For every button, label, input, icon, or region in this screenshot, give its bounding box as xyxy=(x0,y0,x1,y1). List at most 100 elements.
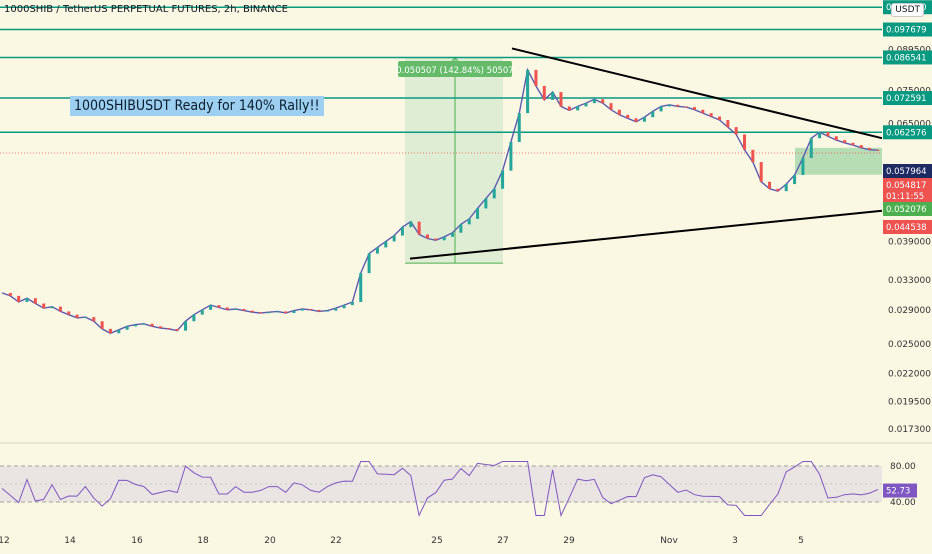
price-tick-label: 0.022000 xyxy=(888,370,931,380)
price-candle xyxy=(659,106,663,112)
price-candle xyxy=(275,311,279,313)
price-candle xyxy=(651,111,655,118)
price-candle xyxy=(851,142,855,146)
x-tick-label: 27 xyxy=(497,536,508,546)
price-tick-label: 0.065000 xyxy=(888,120,931,130)
price-candle xyxy=(317,309,321,312)
price-candle xyxy=(209,305,213,310)
measure-box xyxy=(405,57,503,264)
price-candle xyxy=(876,149,880,151)
current-price-tag-bg xyxy=(883,178,932,202)
price-candle xyxy=(83,317,87,319)
price-candle xyxy=(150,323,154,327)
price-candle xyxy=(367,253,371,274)
price-candle xyxy=(42,303,46,309)
price-candle xyxy=(601,99,605,104)
x-tick-label: 22 xyxy=(330,536,341,546)
price-candle xyxy=(734,127,738,135)
price-candle xyxy=(868,147,872,150)
x-tick-label: Nov xyxy=(660,536,678,546)
price-candle xyxy=(342,305,346,309)
price-candle xyxy=(776,188,780,192)
price-candle xyxy=(467,218,471,225)
price-candle xyxy=(459,224,463,233)
price-candle xyxy=(425,234,429,239)
price-candle xyxy=(768,181,772,189)
price-candle xyxy=(325,310,329,312)
price-candle xyxy=(634,118,638,122)
price-candle xyxy=(400,227,404,236)
price-tick-label: 0.017300 xyxy=(888,425,931,435)
price-candle xyxy=(834,136,838,141)
price-candle xyxy=(492,188,496,199)
level-tag-bg xyxy=(883,22,932,37)
price-candle xyxy=(175,328,179,331)
price-candle xyxy=(759,162,763,182)
price-candle xyxy=(250,310,254,313)
price-candle xyxy=(417,221,421,235)
price-candle xyxy=(576,106,580,111)
price-candle xyxy=(484,198,488,209)
price-candle xyxy=(592,99,596,104)
rsi-value-tag-bg xyxy=(883,483,917,498)
price-candle xyxy=(384,241,388,248)
price-candle xyxy=(184,321,188,331)
price-candle xyxy=(509,142,513,171)
last-price-tag-bg xyxy=(883,164,932,178)
price-candle xyxy=(192,314,196,322)
price-candle xyxy=(684,106,688,108)
symbol-header: 1000SHIB / TetherUS PERPETUAL FUTURES, 2… xyxy=(4,4,288,15)
price-candle xyxy=(434,238,438,241)
rsi-value-tag: 52.73 xyxy=(886,487,910,497)
price-candle xyxy=(626,114,630,119)
price-candle xyxy=(559,92,563,107)
price-candle xyxy=(818,132,822,139)
price-candle xyxy=(67,311,71,315)
level-tag-bg xyxy=(883,91,932,106)
price-candle xyxy=(584,103,588,107)
price-candle xyxy=(309,309,313,311)
price-candle xyxy=(667,104,671,107)
support-level-tag-bg xyxy=(883,202,932,216)
x-tick-label: 29 xyxy=(563,536,575,546)
price-candle xyxy=(17,295,21,303)
currency-selector[interactable]: USDT xyxy=(891,3,924,17)
measure-label: 0.050507 (142.84%) 50507 xyxy=(396,66,513,76)
price-candle xyxy=(267,312,271,314)
price-tick-label: 0.033000 xyxy=(888,276,931,286)
price-candle xyxy=(375,247,379,254)
price-tick-label: 0.019500 xyxy=(888,397,931,407)
price-candle xyxy=(442,236,446,241)
price-candle xyxy=(617,109,621,115)
x-tick-label: 18 xyxy=(197,536,209,546)
chart-annotation[interactable]: 1000SHIBUSDT Ready for 140% Rally!! xyxy=(70,96,324,116)
level-tag-label: 0.062576 xyxy=(886,128,927,138)
trendline-end-tag-bg xyxy=(883,220,932,234)
upper-trendline xyxy=(511,47,883,140)
price-candle xyxy=(284,311,288,314)
level-tag-label: 0.097679 xyxy=(886,26,927,36)
price-tick-label: 0.025000 xyxy=(888,340,931,350)
price-candle xyxy=(476,208,480,219)
price-candle xyxy=(717,116,721,121)
price-candle xyxy=(534,69,538,86)
price-candle xyxy=(200,309,204,315)
x-tick-label: 5 xyxy=(798,536,804,546)
price-candle xyxy=(692,107,696,110)
price-candle xyxy=(542,85,546,100)
price-candle xyxy=(33,298,37,304)
price-candle xyxy=(167,328,171,330)
price-candle xyxy=(676,104,680,107)
x-tick-label: 16 xyxy=(131,536,143,546)
trendline-end-tag: 0.044538 xyxy=(886,223,927,233)
price-candle xyxy=(743,134,747,150)
price-candle xyxy=(234,309,238,311)
price-candle xyxy=(217,305,221,308)
x-tick-label: 14 xyxy=(64,536,76,546)
price-candle xyxy=(8,292,12,296)
price-candle xyxy=(567,106,571,111)
current-price-tag: 0.054817 xyxy=(886,181,927,191)
price-candle xyxy=(350,302,354,306)
